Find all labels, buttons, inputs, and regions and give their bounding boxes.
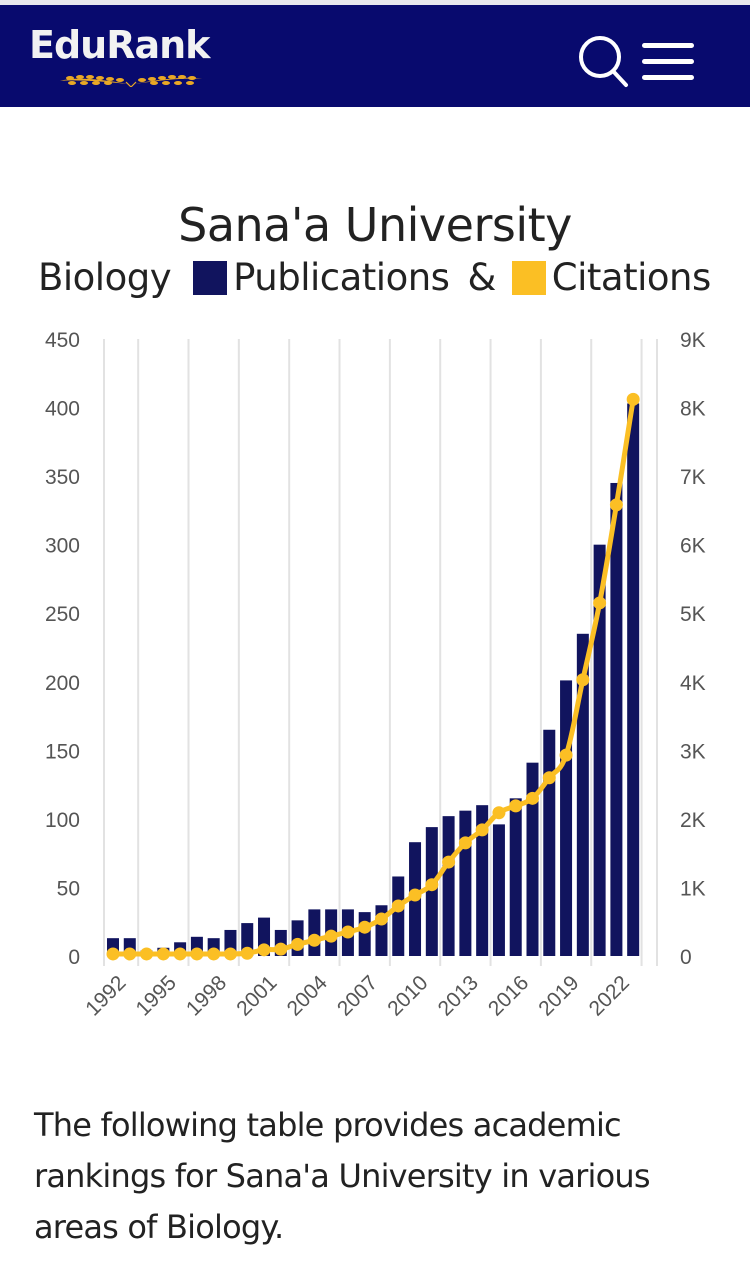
menu-bar bbox=[642, 59, 694, 64]
citations-point bbox=[123, 947, 137, 961]
right-axis-tick-label: 2K bbox=[680, 809, 706, 832]
right-axis-tick-label: 8K bbox=[680, 398, 706, 421]
citations-point bbox=[240, 946, 254, 960]
navbar: EduRank bbox=[0, 5, 750, 107]
left-axis-tick-label: 100 bbox=[45, 809, 80, 832]
citations-point bbox=[526, 791, 539, 805]
citations-point bbox=[207, 947, 221, 961]
publications-bar bbox=[560, 680, 573, 956]
citations-point bbox=[458, 836, 472, 850]
left-axis-tick-label: 200 bbox=[45, 672, 80, 695]
chart-legend: Biology Publications & Citations bbox=[38, 256, 711, 299]
legend-swatch-citations bbox=[511, 260, 546, 295]
x-axis-tick-label: 2022 bbox=[585, 971, 634, 1020]
left-axis-tick-label: 150 bbox=[45, 740, 80, 763]
left-axis-tick-label: 50 bbox=[57, 877, 80, 900]
citations-point bbox=[609, 498, 623, 512]
citations-point bbox=[358, 920, 372, 934]
citations-point bbox=[341, 925, 355, 939]
citations-point bbox=[307, 933, 321, 947]
x-axis-tick-label: 2007 bbox=[333, 971, 382, 1020]
publications-bar bbox=[392, 876, 405, 956]
citations-point bbox=[475, 823, 489, 837]
publications-bar bbox=[627, 403, 640, 956]
citations-point bbox=[542, 771, 556, 785]
legend-ampersand: & bbox=[467, 256, 496, 299]
citations-point bbox=[223, 947, 237, 961]
citations-point bbox=[626, 392, 640, 406]
legend-field-label: Biology bbox=[38, 256, 172, 299]
chart-title: Sana'a University bbox=[178, 198, 572, 252]
citations-point bbox=[106, 947, 120, 961]
publications-bar bbox=[492, 824, 505, 956]
publications-bar bbox=[425, 827, 438, 956]
publications-bar bbox=[476, 805, 489, 956]
publications-bar bbox=[358, 912, 371, 956]
citations-point bbox=[140, 947, 154, 961]
right-axis-tick-label: 5K bbox=[680, 603, 706, 626]
citations-point bbox=[509, 799, 523, 813]
x-axis-tick-label: 1998 bbox=[182, 971, 231, 1020]
search-icon bbox=[579, 36, 628, 87]
citations-point bbox=[374, 912, 388, 926]
left-axis-tick-label: 450 bbox=[45, 329, 80, 352]
left-axis-tick-label: 300 bbox=[45, 535, 80, 558]
right-axis-tick-label: 0 bbox=[680, 946, 692, 969]
publications-bar bbox=[543, 729, 556, 956]
description-text: The following table provides academic ra… bbox=[34, 1106, 651, 1246]
left-axis-tick-label: 350 bbox=[45, 466, 80, 489]
citations-point bbox=[492, 806, 506, 820]
x-axis-tick-label: 2010 bbox=[383, 971, 432, 1020]
citations-point bbox=[190, 947, 204, 961]
publications-bar bbox=[308, 909, 321, 956]
citations-point bbox=[257, 943, 271, 957]
citations-point bbox=[391, 899, 405, 913]
search-button[interactable] bbox=[576, 33, 630, 89]
x-axis-tick-label: 2004 bbox=[283, 971, 333, 1021]
edurank-logo[interactable]: EduRank bbox=[29, 23, 210, 67]
citations-point bbox=[593, 596, 607, 610]
left-axis-tick-label: 400 bbox=[45, 398, 80, 421]
x-axis-tick-label: 2019 bbox=[534, 971, 583, 1020]
publications-bar bbox=[593, 544, 606, 956]
legend-swatch-publications bbox=[193, 260, 228, 295]
menu-bar bbox=[642, 43, 694, 48]
x-axis-tick-label: 2016 bbox=[484, 971, 533, 1020]
citations-point bbox=[274, 942, 288, 956]
left-axis-tick-label: 250 bbox=[45, 603, 80, 626]
publications-bar bbox=[509, 798, 522, 956]
publications-bar bbox=[442, 816, 455, 956]
x-axis-tick-label: 1992 bbox=[81, 971, 130, 1020]
citations-point bbox=[425, 878, 439, 892]
right-axis-tick-label: 6K bbox=[680, 535, 706, 558]
right-axis-tick-label: 4K bbox=[680, 672, 706, 695]
right-axis-tick-label: 9K bbox=[680, 329, 706, 352]
citations-point bbox=[559, 748, 573, 762]
right-axis-tick-label: 1K bbox=[680, 877, 706, 900]
left-axis-tick-label: 0 bbox=[68, 946, 80, 969]
publications-bar bbox=[526, 762, 539, 956]
citations-point bbox=[442, 855, 456, 869]
x-axis-tick-label: 2013 bbox=[434, 971, 483, 1020]
right-axis-tick-label: 7K bbox=[680, 466, 706, 489]
citations-point bbox=[408, 888, 422, 902]
top-border bbox=[0, 0, 750, 5]
right-axis-tick-label: 3K bbox=[680, 740, 706, 763]
publications-bar bbox=[610, 482, 623, 956]
publications-bar bbox=[576, 633, 589, 956]
x-axis-tick-label: 1995 bbox=[132, 971, 181, 1020]
citations-point bbox=[156, 947, 170, 961]
laurel-icon bbox=[60, 75, 202, 87]
legend-label-citations: Citations bbox=[551, 256, 711, 299]
citations-point bbox=[291, 937, 305, 951]
publications-citations-chart: 0 50 100 150 200 250 300 350 400 450 0 1K 2K 3K 4K 5K 6K… bbox=[45, 329, 706, 1021]
citations-point bbox=[324, 929, 338, 943]
legend-label-publications: Publications bbox=[233, 256, 450, 299]
publications-bar bbox=[459, 810, 472, 956]
hamburger-menu-button[interactable] bbox=[642, 43, 694, 81]
menu-bar bbox=[642, 75, 694, 80]
citations-point bbox=[576, 673, 590, 687]
citations-point bbox=[173, 947, 187, 961]
x-axis-tick-label: 2001 bbox=[232, 971, 281, 1020]
